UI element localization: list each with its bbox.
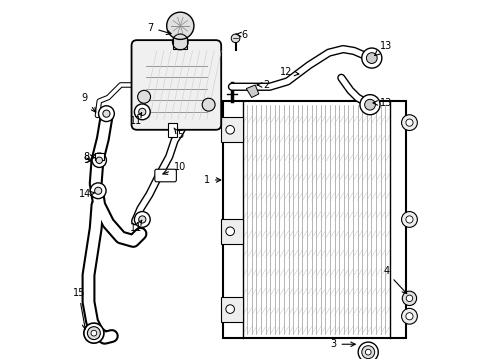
Text: 1: 1 — [203, 175, 220, 185]
FancyBboxPatch shape — [131, 40, 221, 130]
Bar — [221, 117, 242, 142]
Bar — [221, 219, 242, 244]
Text: 11: 11 — [130, 220, 142, 233]
Circle shape — [401, 115, 416, 131]
Circle shape — [99, 106, 114, 122]
Text: 13: 13 — [372, 98, 391, 108]
Text: 4: 4 — [382, 266, 406, 294]
Circle shape — [366, 53, 376, 63]
Circle shape — [94, 187, 102, 194]
Circle shape — [139, 216, 145, 223]
Text: 9: 9 — [81, 93, 96, 112]
Circle shape — [92, 153, 106, 167]
Text: 13: 13 — [374, 41, 391, 55]
Circle shape — [90, 183, 106, 199]
Circle shape — [83, 323, 104, 343]
Circle shape — [364, 99, 375, 110]
Circle shape — [166, 12, 194, 40]
Text: 8: 8 — [83, 152, 95, 162]
Circle shape — [406, 295, 412, 302]
Text: 3: 3 — [330, 339, 354, 349]
Circle shape — [91, 330, 97, 336]
Circle shape — [231, 34, 239, 42]
Circle shape — [361, 48, 381, 68]
FancyBboxPatch shape — [155, 169, 176, 182]
Text: 15: 15 — [73, 288, 86, 329]
Bar — [221, 297, 242, 321]
Circle shape — [96, 157, 102, 163]
Circle shape — [365, 349, 370, 355]
Circle shape — [402, 291, 416, 306]
Circle shape — [139, 108, 145, 116]
Circle shape — [401, 309, 416, 324]
Bar — [168, 123, 176, 137]
Text: 2: 2 — [257, 80, 268, 90]
Circle shape — [102, 110, 110, 117]
Circle shape — [134, 212, 150, 227]
Circle shape — [357, 342, 378, 360]
Circle shape — [361, 346, 374, 359]
Text: 14: 14 — [79, 189, 94, 199]
Circle shape — [225, 305, 234, 314]
Text: 7: 7 — [147, 23, 171, 35]
Text: 5: 5 — [174, 128, 183, 140]
Circle shape — [359, 95, 379, 115]
Circle shape — [401, 212, 416, 227]
Circle shape — [405, 216, 412, 223]
Text: 9: 9 — [83, 155, 91, 165]
Bar — [95, 153, 104, 160]
Circle shape — [225, 227, 234, 235]
Text: 6: 6 — [235, 30, 247, 40]
Circle shape — [405, 119, 412, 126]
Text: 12: 12 — [279, 67, 298, 77]
Text: 11: 11 — [130, 113, 142, 126]
Circle shape — [87, 327, 100, 339]
Circle shape — [134, 104, 150, 120]
Bar — [223, 101, 405, 338]
Bar — [223, 101, 405, 338]
Text: 10: 10 — [163, 162, 186, 174]
Circle shape — [202, 98, 215, 111]
Polygon shape — [246, 85, 258, 98]
Circle shape — [405, 313, 412, 320]
Circle shape — [137, 90, 150, 103]
Circle shape — [225, 126, 234, 134]
Bar — [173, 35, 187, 49]
